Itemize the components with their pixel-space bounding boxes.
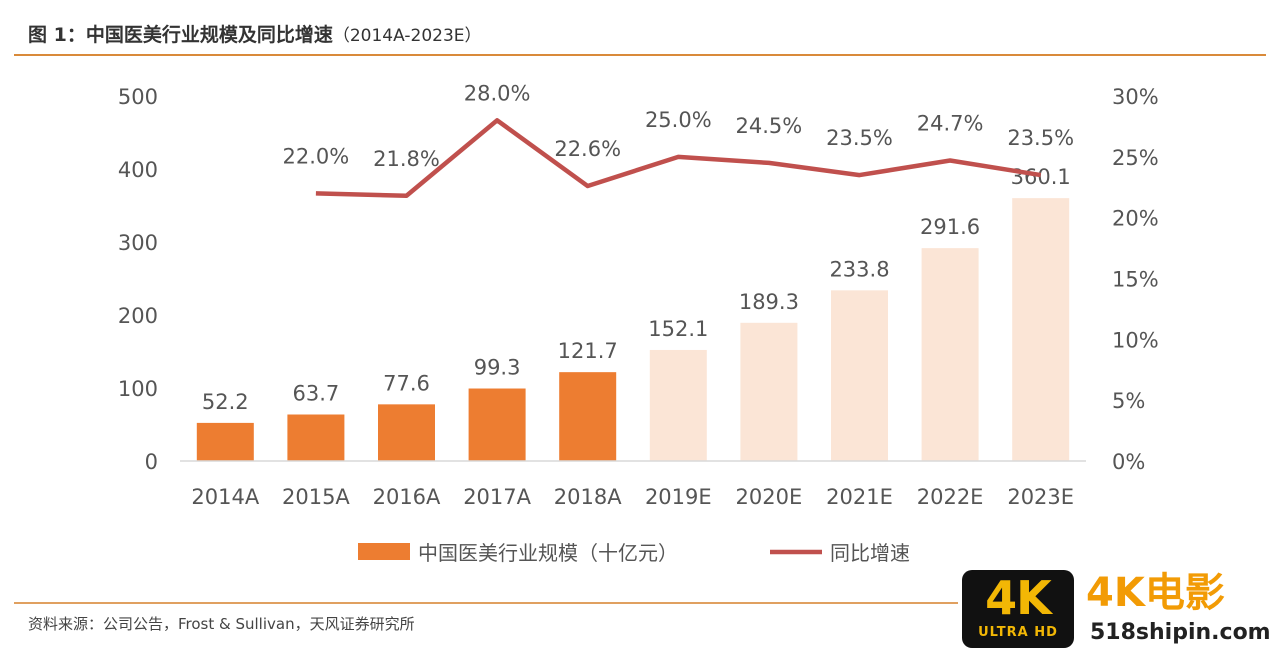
badge-text: 4K [985,571,1052,625]
bar-value-label: 63.7 [293,381,340,405]
growth-value-label: 23.5% [826,126,893,150]
source-divider [14,602,1266,604]
figure-title-main: 图 1：中国医美行业规模及同比增速 [28,24,333,46]
x-tick-label: 2018A [554,485,622,509]
chart: 0 100 200 300 400 500 0% 5% 10% 15% 20% 25% 30% 52.2 6… [118,81,1159,565]
bar [740,322,798,461]
bar-value-label: 121.7 [558,339,618,363]
x-tick-label: 2022E [917,485,984,509]
growth-value-label: 28.0% [464,81,531,105]
y-left-tick-label: 200 [118,304,158,328]
title-divider [14,54,1266,56]
y-left-tick-label: 100 [118,377,158,401]
growth-value-label: 23.5% [1007,126,1074,150]
watermark-site: 518shipin.com [1090,620,1271,645]
legend-label-line: 同比增速 [830,541,910,565]
y-right-tick-label: 5% [1112,389,1145,413]
bar-value-label: 52.2 [202,390,249,414]
x-tick-label: 2023E [1007,485,1074,509]
bar-value-label: 291.6 [920,215,980,239]
watermark-brand: 4K电影 [1086,570,1225,616]
bar [196,422,254,461]
bar [831,290,888,461]
figure-title: 图 1：中国医美行业规模及同比增速（2014A-2023E） [28,20,482,50]
bar-value-label: 360.1 [1011,165,1071,189]
x-tick-label: 2020E [736,485,803,509]
bar [921,248,979,461]
y-left-tick-label: 400 [118,158,158,182]
y-right-tick-label: 25% [1112,146,1159,170]
bar-value-label: 189.3 [739,290,799,314]
legend-swatch-bars [358,543,410,560]
y-right-tick-label: 30% [1112,85,1159,109]
x-tick-label: 2014A [191,485,259,509]
bar [649,349,707,461]
y-right-tick-label: 20% [1112,207,1159,231]
watermark: 4K ULTRA HD 4K电影 518shipin.com [958,568,1274,652]
bar-value-label: 233.8 [829,257,889,281]
y-left-tick-label: 500 [118,85,158,109]
bar-value-label: 77.6 [383,371,430,395]
growth-line [315,118,1042,199]
bar [1012,198,1070,461]
y-right-tick-label: 15% [1112,268,1159,292]
bar [468,388,526,461]
y-right-tick-label: 10% [1112,328,1159,352]
bar-value-label: 152.1 [648,317,708,341]
growth-value-label: 21.8% [373,147,440,171]
legend-label-bars: 中国医美行业规模（十亿元） [418,541,678,565]
x-tick-label: 2019E [645,485,712,509]
bar [559,372,617,461]
growth-value-label: 24.5% [736,114,803,138]
growth-value-label: 25.0% [645,108,712,132]
bar [287,414,345,461]
source-note: 资料来源：公司公告，Frost & Sullivan，天风证券研究所 [28,615,415,633]
badge-subtext: ULTRA HD [978,625,1058,640]
figure-title-range: （2014A-2023E） [332,26,482,46]
x-tick-label: 2016A [373,485,441,509]
growth-value-label: 22.6% [554,137,621,161]
growth-value-label: 22.0% [283,144,350,168]
bar [378,404,435,461]
growth-value-label: 24.7% [917,111,984,135]
x-tick-label: 2017A [463,485,531,509]
y-right-tick-label: 0% [1112,450,1145,474]
bar-value-label: 99.3 [474,356,521,380]
x-tick-label: 2021E [826,485,893,509]
x-tick-label: 2015A [282,485,350,509]
y-left-tick-label: 0 [145,450,158,474]
4k-badge-logo: 4K ULTRA HD [962,570,1074,648]
y-left-tick-label: 300 [118,231,158,255]
